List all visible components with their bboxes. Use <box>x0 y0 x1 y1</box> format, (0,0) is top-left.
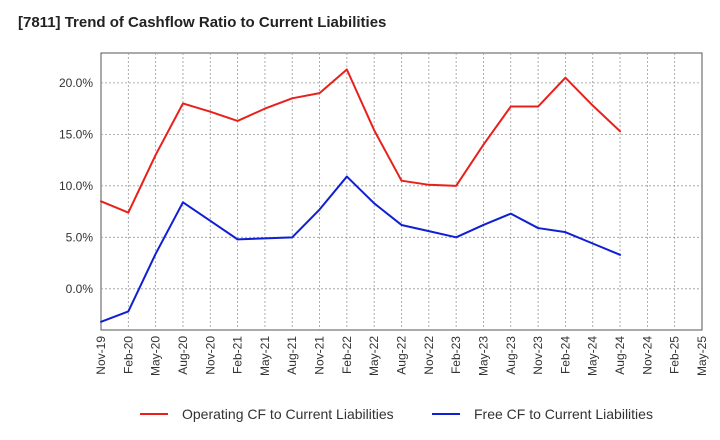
chart-title: [7811] Trend of Cashflow Ratio to Curren… <box>18 14 387 31</box>
series-layer <box>100 68 622 323</box>
legend-label: Operating CF to Current Liabilities <box>182 406 394 422</box>
x-tick-label: Aug-22 <box>395 336 409 375</box>
x-tick-label: Aug-23 <box>504 336 518 375</box>
x-tick-label: May-24 <box>586 336 600 376</box>
series-line-operating-cf <box>100 68 622 214</box>
y-tick-label: 0.0% <box>66 282 94 296</box>
x-tick-label: Aug-20 <box>176 336 190 375</box>
legend-layer: Operating CF to Current Liabilities Free … <box>140 406 653 422</box>
y-tick-label: 20.0% <box>59 76 93 90</box>
legend-label: Free CF to Current Liabilities <box>474 406 653 422</box>
x-tick-label: May-20 <box>149 336 163 376</box>
x-tick-label: Nov-23 <box>531 336 545 375</box>
x-tick-label: Feb-21 <box>231 336 245 374</box>
x-tick-label: Aug-21 <box>285 336 299 375</box>
x-tick-label: Nov-22 <box>422 336 436 375</box>
y-tick-label: 10.0% <box>59 179 93 193</box>
x-tick-label: May-21 <box>258 336 272 376</box>
x-tick-label: Nov-24 <box>640 336 654 375</box>
x-tick-label: Feb-23 <box>449 336 463 374</box>
x-tick-label: May-25 <box>695 336 709 376</box>
axis-layer: 20.0% 15.0% 10.0% 5.0% 0.0% Nov-19 Feb-20 May-2… <box>59 76 709 376</box>
x-tick-label: Nov-21 <box>313 336 327 375</box>
x-tick-label: Feb-24 <box>558 336 572 374</box>
x-tick-label: May-23 <box>476 336 490 376</box>
y-tick-label: 15.0% <box>59 127 93 141</box>
y-tick-label: 5.0% <box>66 230 94 244</box>
x-tick-label: Nov-19 <box>94 336 108 375</box>
x-tick-label: Feb-22 <box>340 336 354 374</box>
x-tick-label: May-22 <box>367 336 381 376</box>
x-tick-label: Feb-25 <box>668 336 682 374</box>
grid-layer <box>100 52 703 331</box>
x-tick-label: Aug-24 <box>613 336 627 375</box>
series-line-free-cf <box>100 175 622 323</box>
x-tick-label: Feb-20 <box>121 336 135 374</box>
x-tick-label: Nov-20 <box>203 336 217 375</box>
